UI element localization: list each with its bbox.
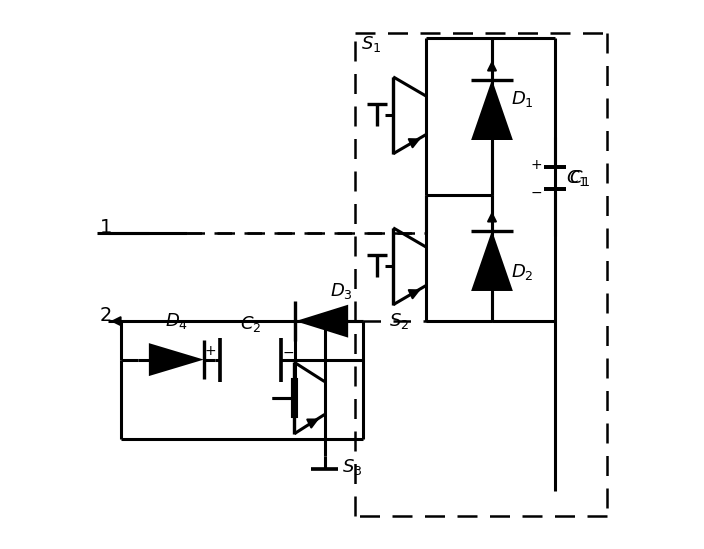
Text: $-$: $-$ (282, 344, 294, 358)
Polygon shape (471, 231, 513, 291)
Polygon shape (296, 305, 348, 338)
Polygon shape (471, 80, 513, 140)
Bar (291, 379, 297, 417)
Text: $C_2$: $C_2$ (240, 314, 261, 334)
Text: $D_3$: $D_3$ (329, 281, 353, 301)
Text: $D_1$: $D_1$ (511, 89, 534, 109)
Polygon shape (149, 343, 203, 376)
Text: $+$: $+$ (530, 158, 542, 172)
Text: $S_3$: $S_3$ (342, 457, 362, 477)
Text: $1$: $1$ (99, 219, 112, 237)
Text: $D_2$: $D_2$ (511, 262, 534, 282)
Text: $D_4$: $D_4$ (165, 311, 188, 331)
Text: $-$: $-$ (530, 185, 542, 199)
Text: $S_2$: $S_2$ (389, 311, 409, 331)
Text: $S_1$: $S_1$ (361, 34, 382, 54)
Text: $C_1$: $C_1$ (567, 169, 588, 188)
Text: $C_1$: $C_1$ (569, 169, 591, 188)
Text: $+$: $+$ (204, 344, 216, 358)
Text: $2$: $2$ (99, 307, 112, 324)
